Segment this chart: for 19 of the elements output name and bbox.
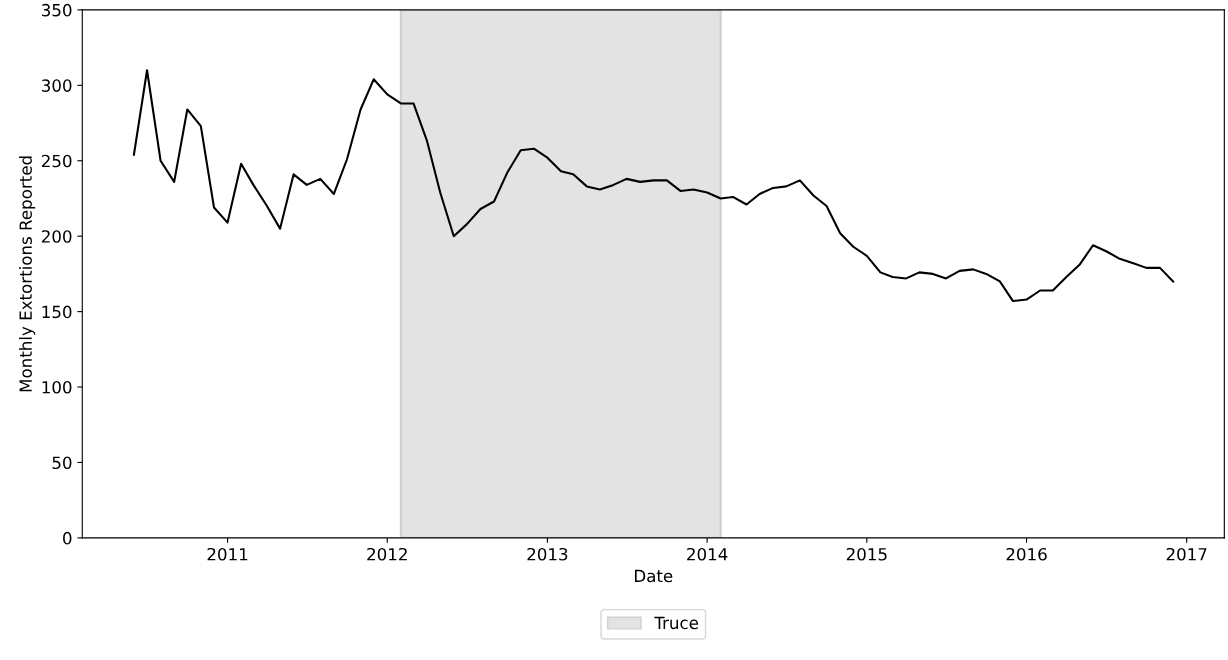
y-tick-label: 300 [42, 79, 72, 92]
y-tick-label: 0 [63, 531, 72, 545]
y-axis-title: Monthly Extortions Reported [19, 156, 36, 392]
y-tick-label: 350 [42, 3, 72, 17]
x-axis-title: Date [635, 569, 673, 583]
x-tick-label: 2014 [687, 547, 728, 561]
y-tick-label: 50 [52, 456, 72, 470]
x-tick-label: 2016 [1006, 547, 1047, 561]
x-tick-label: 2013 [527, 547, 568, 561]
x-tick-label: 2015 [846, 547, 887, 561]
y-tick-label: 250 [41, 154, 72, 168]
x-tick-label: 2017 [1166, 547, 1207, 561]
y-tick-label: 200 [41, 230, 72, 243]
y-tick-label: 100 [42, 381, 72, 394]
y-tick-label: 150 [42, 305, 72, 319]
legend-label: Truce [654, 616, 699, 630]
line-series [132, 69, 1175, 303]
x-tick-label: 2012 [367, 547, 407, 561]
x-tick-label: 2011 [207, 547, 248, 561]
